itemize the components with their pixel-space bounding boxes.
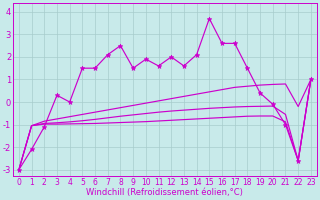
X-axis label: Windchill (Refroidissement éolien,°C): Windchill (Refroidissement éolien,°C) xyxy=(86,188,243,197)
